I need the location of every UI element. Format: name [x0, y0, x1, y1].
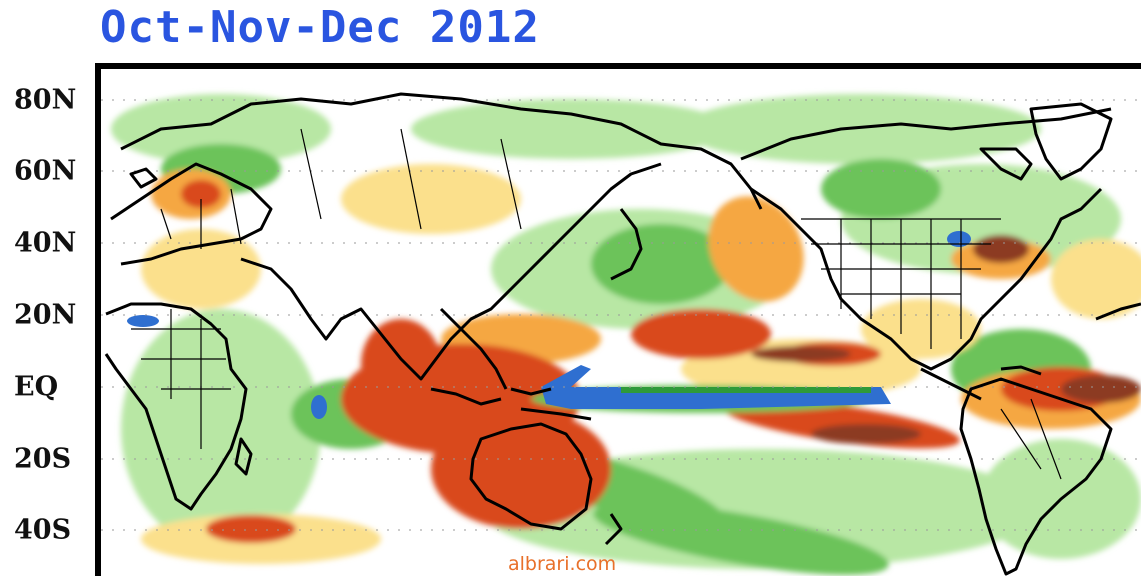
- equatorial-wet-band: [127, 231, 971, 419]
- lat-label-20s: 20S: [14, 443, 72, 475]
- lat-label-80n: 80N: [14, 84, 77, 116]
- anomaly-map: [95, 63, 1141, 576]
- lat-label-40n: 40N: [14, 227, 77, 259]
- lat-label-40s: 40S: [14, 514, 72, 546]
- watermark: albrari.com: [508, 553, 617, 575]
- anomaly-map-canvas: [101, 92, 1141, 576]
- anomaly-shading: [111, 94, 1141, 575]
- lat-label-60n: 60N: [14, 155, 77, 187]
- coastlines: [104, 92, 1141, 576]
- lat-label-eq: EQ: [14, 371, 59, 403]
- political-borders: [131, 128, 1062, 480]
- map-title: Oct-Nov-Dec 2012: [100, 2, 540, 53]
- lat-label-20n: 20N: [14, 299, 77, 331]
